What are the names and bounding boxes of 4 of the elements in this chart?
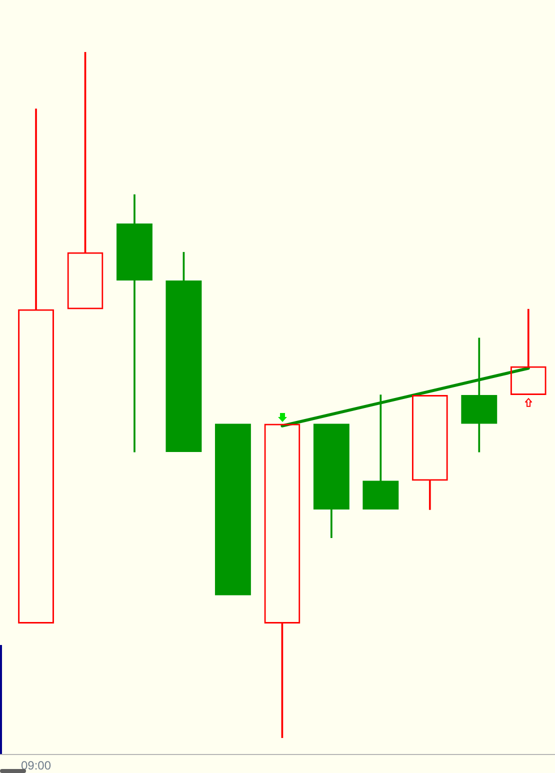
candlestick bbox=[116, 194, 152, 452]
candlestick bbox=[313, 424, 350, 538]
candlestick bbox=[214, 424, 251, 596]
x-tick-label: 09:00 bbox=[21, 758, 52, 773]
